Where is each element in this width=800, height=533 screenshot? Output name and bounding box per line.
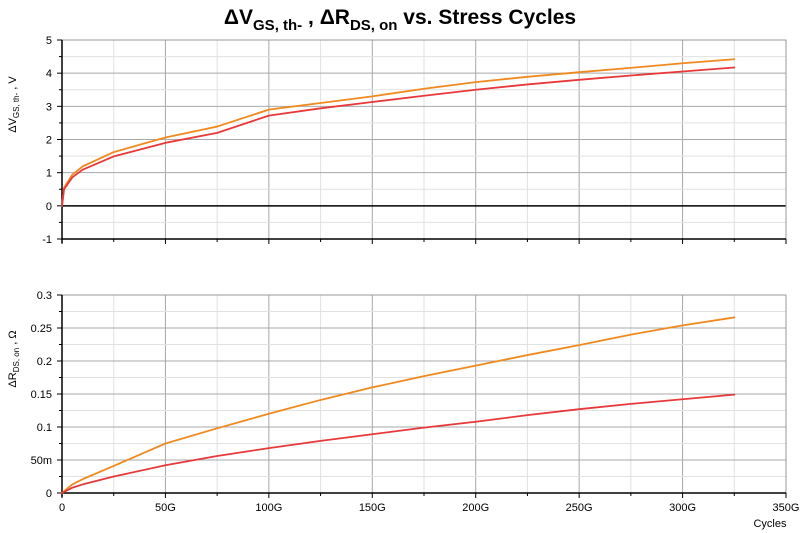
y-tick-label: 50m	[31, 455, 52, 467]
title-part2: ΔR	[320, 6, 350, 29]
y-axis-label-main: ΔR	[7, 372, 19, 387]
y-tick-label: 4	[46, 68, 52, 80]
series-line-vgs-2	[61, 66, 736, 207]
y-tick-label: 0.15	[31, 389, 52, 401]
x-tick-label: 200G	[462, 502, 489, 514]
y-axis-label-suffix: , V	[7, 76, 19, 93]
y-axis-label: ΔVGS, th- , V	[7, 76, 21, 133]
x-tick-label: 300G	[669, 502, 696, 514]
x-axis-label: Cycles	[753, 518, 787, 530]
y-tick-label: -1	[42, 234, 52, 246]
series-line-rds-1	[61, 316, 736, 494]
y-tick-label: 0	[46, 488, 52, 500]
x-tick-label: 50G	[155, 502, 176, 514]
y-axis-label-sub: DS, on	[12, 348, 21, 372]
series-line-vgs-1	[61, 58, 736, 207]
y-tick-label: 1	[46, 168, 52, 180]
title-sub2: DS, on	[350, 17, 398, 34]
title-part3: vs. Stress Cycles	[397, 6, 576, 29]
y-axis-label-suffix: , Ω	[7, 330, 19, 347]
y-tick-label: 0.25	[31, 323, 52, 335]
y-axis-label: ΔRDS, on , Ω	[7, 330, 21, 387]
plot-panel-rds: 0 50m 0.1 0.15 0.2 0.25 0.3 0 50G 100G 150G 200G 250…	[7, 290, 799, 530]
plot-panel-vgs: -1 0 1 2 3 4 5 ΔVGS, th- , V	[7, 35, 787, 246]
title-sep: ,	[302, 6, 320, 29]
title-part1: ΔV	[224, 6, 253, 29]
y-axis-label-main: ΔV	[7, 117, 19, 132]
y-axis-label-sub: GS, th-	[12, 92, 21, 118]
y-tick-label: 0	[46, 201, 52, 213]
x-tick-label: 100G	[255, 502, 282, 514]
y-tick-label: 2	[46, 135, 52, 147]
y-tick-label: 0.1	[37, 422, 52, 434]
svg-text:ΔVGS, th- , ΔRDS, on vs. Stres: ΔVGS, th- , ΔRDS, on vs. Stress Cycles	[224, 6, 576, 34]
x-tick-label: 350G	[773, 502, 800, 514]
y-tick-label: 5	[46, 35, 52, 47]
chart-title: ΔVGS, th- , ΔRDS, on vs. Stress Cycles	[224, 6, 576, 34]
series-line-rds-2	[61, 393, 736, 494]
title-sub1: GS, th-	[253, 17, 302, 34]
y-tick-label: 3	[46, 101, 52, 113]
x-tick-label: 150G	[359, 502, 386, 514]
x-tick-label: 0	[59, 502, 65, 514]
x-tick-label: 250G	[566, 502, 593, 514]
y-tick-label: 0.2	[37, 356, 52, 368]
y-tick-label: 0.3	[37, 290, 52, 302]
